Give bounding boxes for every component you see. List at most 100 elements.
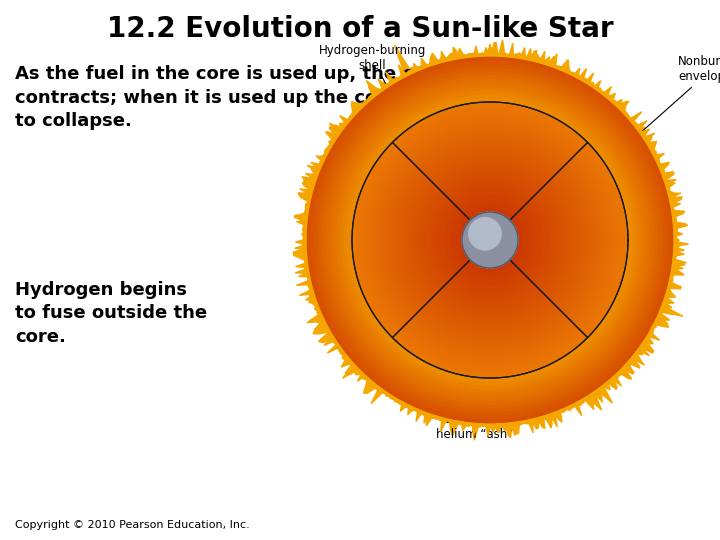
Circle shape — [370, 120, 610, 360]
Circle shape — [485, 235, 495, 245]
Circle shape — [479, 228, 502, 252]
Circle shape — [315, 65, 665, 415]
Circle shape — [458, 208, 522, 272]
Circle shape — [408, 157, 573, 323]
Circle shape — [444, 194, 536, 286]
Circle shape — [444, 194, 536, 286]
Circle shape — [441, 192, 539, 288]
Circle shape — [464, 215, 516, 265]
Circle shape — [352, 102, 628, 378]
Circle shape — [370, 120, 610, 360]
Circle shape — [318, 68, 662, 413]
Circle shape — [431, 180, 550, 300]
Circle shape — [396, 146, 585, 334]
Circle shape — [437, 187, 543, 293]
Text: 12.2 Evolution of a Sun-like Star: 12.2 Evolution of a Sun-like Star — [107, 15, 613, 43]
Circle shape — [476, 226, 504, 254]
Circle shape — [389, 139, 591, 341]
Circle shape — [460, 210, 520, 270]
Text: Hydrogen-burning
shell: Hydrogen-burning shell — [319, 44, 426, 138]
Text: Hydrogen begins
to fuse outside the
core.: Hydrogen begins to fuse outside the core… — [15, 281, 207, 346]
Circle shape — [421, 171, 559, 309]
Circle shape — [354, 104, 626, 376]
Circle shape — [391, 141, 589, 339]
Circle shape — [384, 134, 596, 346]
Circle shape — [389, 139, 591, 341]
Circle shape — [359, 109, 621, 371]
Circle shape — [373, 123, 607, 357]
Circle shape — [366, 116, 614, 364]
Circle shape — [377, 127, 603, 353]
Circle shape — [382, 132, 598, 348]
Circle shape — [361, 111, 618, 369]
Circle shape — [379, 130, 600, 350]
Circle shape — [393, 144, 587, 336]
Circle shape — [472, 221, 508, 259]
Circle shape — [307, 57, 672, 423]
Circle shape — [330, 80, 650, 400]
Circle shape — [352, 102, 628, 378]
Circle shape — [315, 64, 665, 416]
Text: Nonburning
envelope: Nonburning envelope — [636, 55, 720, 137]
Circle shape — [341, 91, 639, 389]
Circle shape — [453, 203, 527, 277]
Circle shape — [368, 118, 612, 362]
Circle shape — [305, 55, 675, 425]
Circle shape — [435, 185, 545, 295]
Circle shape — [453, 203, 527, 277]
Circle shape — [364, 113, 616, 367]
Circle shape — [487, 238, 492, 242]
Circle shape — [333, 83, 647, 396]
Circle shape — [419, 168, 562, 311]
Circle shape — [467, 218, 501, 251]
Circle shape — [311, 61, 669, 418]
Circle shape — [393, 144, 587, 336]
Circle shape — [349, 99, 631, 381]
Circle shape — [375, 125, 605, 355]
Circle shape — [337, 87, 643, 393]
Circle shape — [356, 106, 624, 373]
Circle shape — [373, 123, 607, 357]
Circle shape — [423, 173, 557, 307]
Circle shape — [361, 111, 618, 369]
Circle shape — [416, 166, 564, 314]
Circle shape — [462, 212, 518, 268]
Circle shape — [474, 224, 506, 256]
Circle shape — [435, 185, 545, 295]
Circle shape — [345, 94, 636, 386]
Circle shape — [469, 219, 510, 261]
Circle shape — [379, 130, 600, 350]
Circle shape — [364, 113, 616, 367]
Circle shape — [483, 233, 497, 247]
Circle shape — [462, 212, 518, 268]
Circle shape — [405, 155, 575, 325]
Circle shape — [474, 224, 506, 256]
Circle shape — [400, 150, 580, 330]
Circle shape — [462, 212, 518, 268]
Circle shape — [462, 212, 518, 268]
Circle shape — [421, 171, 559, 309]
Circle shape — [311, 61, 669, 419]
Circle shape — [354, 104, 626, 376]
Circle shape — [456, 206, 524, 274]
Circle shape — [481, 231, 499, 249]
Circle shape — [387, 137, 593, 343]
Circle shape — [402, 153, 577, 327]
Circle shape — [423, 173, 557, 307]
Circle shape — [359, 109, 621, 371]
Polygon shape — [293, 42, 688, 437]
Circle shape — [441, 192, 539, 288]
Circle shape — [391, 141, 589, 339]
Circle shape — [402, 153, 577, 327]
Circle shape — [428, 178, 552, 302]
Circle shape — [446, 197, 534, 284]
Circle shape — [384, 134, 596, 346]
Circle shape — [368, 118, 612, 362]
Circle shape — [396, 146, 585, 334]
Circle shape — [412, 162, 568, 318]
Circle shape — [419, 168, 562, 311]
Circle shape — [439, 190, 541, 291]
Polygon shape — [293, 40, 685, 440]
Circle shape — [476, 226, 504, 254]
Circle shape — [469, 219, 510, 261]
